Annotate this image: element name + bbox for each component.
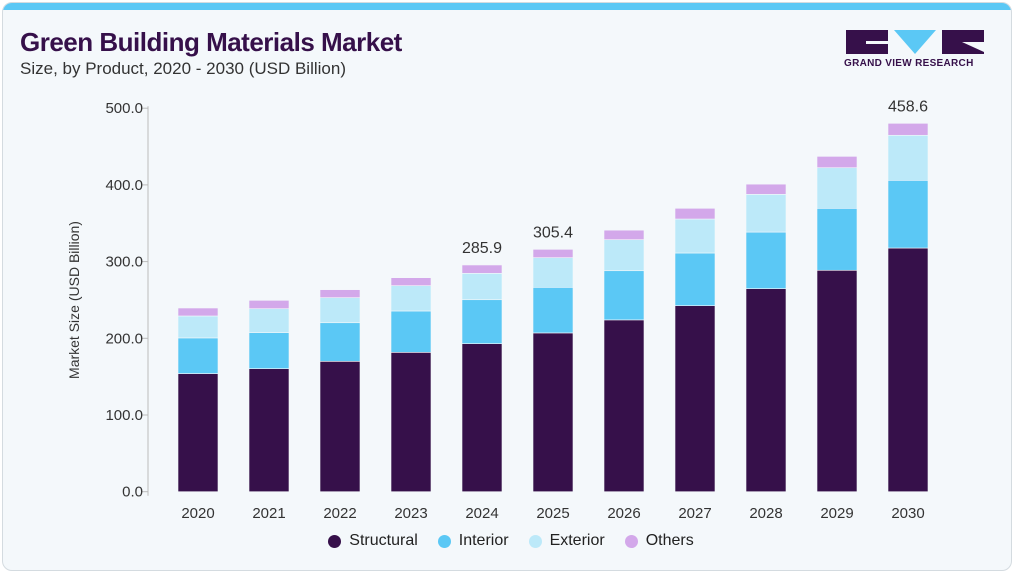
bar-exterior-2030 [887,134,929,181]
x-tick-label: 2025 [536,505,569,522]
bar-exterior-2027 [674,218,716,254]
legend-swatch [624,534,638,548]
y-tick-label: 100.0 [105,407,143,424]
legend-swatch [437,534,451,548]
x-tick-label: 2030 [891,505,924,522]
y-tick-label: 500.0 [105,100,143,117]
total-label: 458.6 [888,98,928,115]
bar-others-2021 [248,300,290,309]
bar-interior-2022 [319,322,361,362]
x-tick-label: 2023 [394,505,427,522]
bar-structural-2025 [532,332,574,492]
bar-structural-2026 [603,319,645,492]
bar-structural-2027 [674,305,716,493]
total-label: 285.9 [462,240,502,257]
x-tick-label: 2024 [465,505,498,522]
bar-exterior-2029 [816,167,858,209]
y-tick-label: 200.0 [105,330,143,347]
bar-others-2027 [674,207,716,220]
bar-interior-2020 [177,337,219,374]
legend-item-interior: Interior [437,532,509,550]
chart-title: Green Building Materials Market [20,27,402,57]
bar-interior-2029 [816,207,858,271]
total-label: 305.4 [533,224,573,241]
bar-exterior-2024 [461,273,503,301]
legend-item-others: Others [624,532,694,550]
legend-label: Others [645,532,694,549]
legend-item-exterior: Exterior [528,532,605,550]
bar-structural-2021 [248,368,290,492]
bar-interior-2027 [674,252,716,307]
bar-others-2023 [390,277,432,286]
bar-structural-2023 [390,352,432,492]
x-tick-label: 2020 [181,505,214,522]
y-axis-label: Market Size (USD Billion) [66,221,82,379]
bar-exterior-2023 [390,285,432,312]
legend-item-structural: Structural [328,532,418,550]
bar-interior-2030 [887,179,929,249]
bar-others-2026 [603,229,645,240]
bar-others-2025 [532,249,574,258]
bar-exterior-2026 [603,239,645,272]
x-tick-label: 2021 [252,505,285,522]
bar-others-2029 [816,156,858,169]
bar-interior-2028 [745,231,787,289]
grand-view-research-logo [846,30,984,54]
x-tick-label: 2027 [678,505,711,522]
legend-label: Structural [349,532,418,549]
x-tick-label: 2028 [749,505,782,522]
y-tick-label: 300.0 [105,254,143,271]
bar-exterior-2022 [319,297,361,324]
legend-label: Exterior [549,532,605,549]
logo-text: GRAND VIEW RESEARCH [844,58,974,69]
chart-subtitle: Size, by Product, 2020 - 2030 (USD Billi… [20,59,346,78]
bar-others-2020 [177,307,219,317]
bar-others-2030 [887,123,929,136]
accent-strip [3,3,1011,10]
bar-structural-2024 [461,343,503,493]
y-tick-label: 400.0 [105,177,143,194]
bar-exterior-2028 [745,194,787,233]
bar-structural-2028 [745,288,787,493]
bar-exterior-2025 [532,257,574,288]
legend: Structural Interior Exterior Others [0,532,1014,550]
bar-interior-2025 [532,286,574,334]
y-tick-label: 0.0 [122,484,143,501]
bar-interior-2021 [248,332,290,369]
legend-swatch [528,534,542,548]
bar-exterior-2020 [177,315,219,339]
bar-structural-2022 [319,361,361,492]
bar-interior-2026 [603,270,645,321]
x-tick-label: 2026 [607,505,640,522]
bar-others-2028 [745,183,787,195]
x-tick-label: 2022 [323,505,356,522]
legend-label: Interior [458,532,509,549]
bar-structural-2029 [816,269,858,492]
bar-interior-2023 [390,310,432,353]
x-tick-label: 2029 [820,505,853,522]
bar-others-2022 [319,289,361,298]
bar-interior-2024 [461,299,503,344]
bar-exterior-2021 [248,308,290,334]
bar-others-2024 [461,264,503,274]
legend-swatch [328,534,342,548]
bar-structural-2020 [177,373,219,492]
bar-structural-2030 [887,247,929,492]
